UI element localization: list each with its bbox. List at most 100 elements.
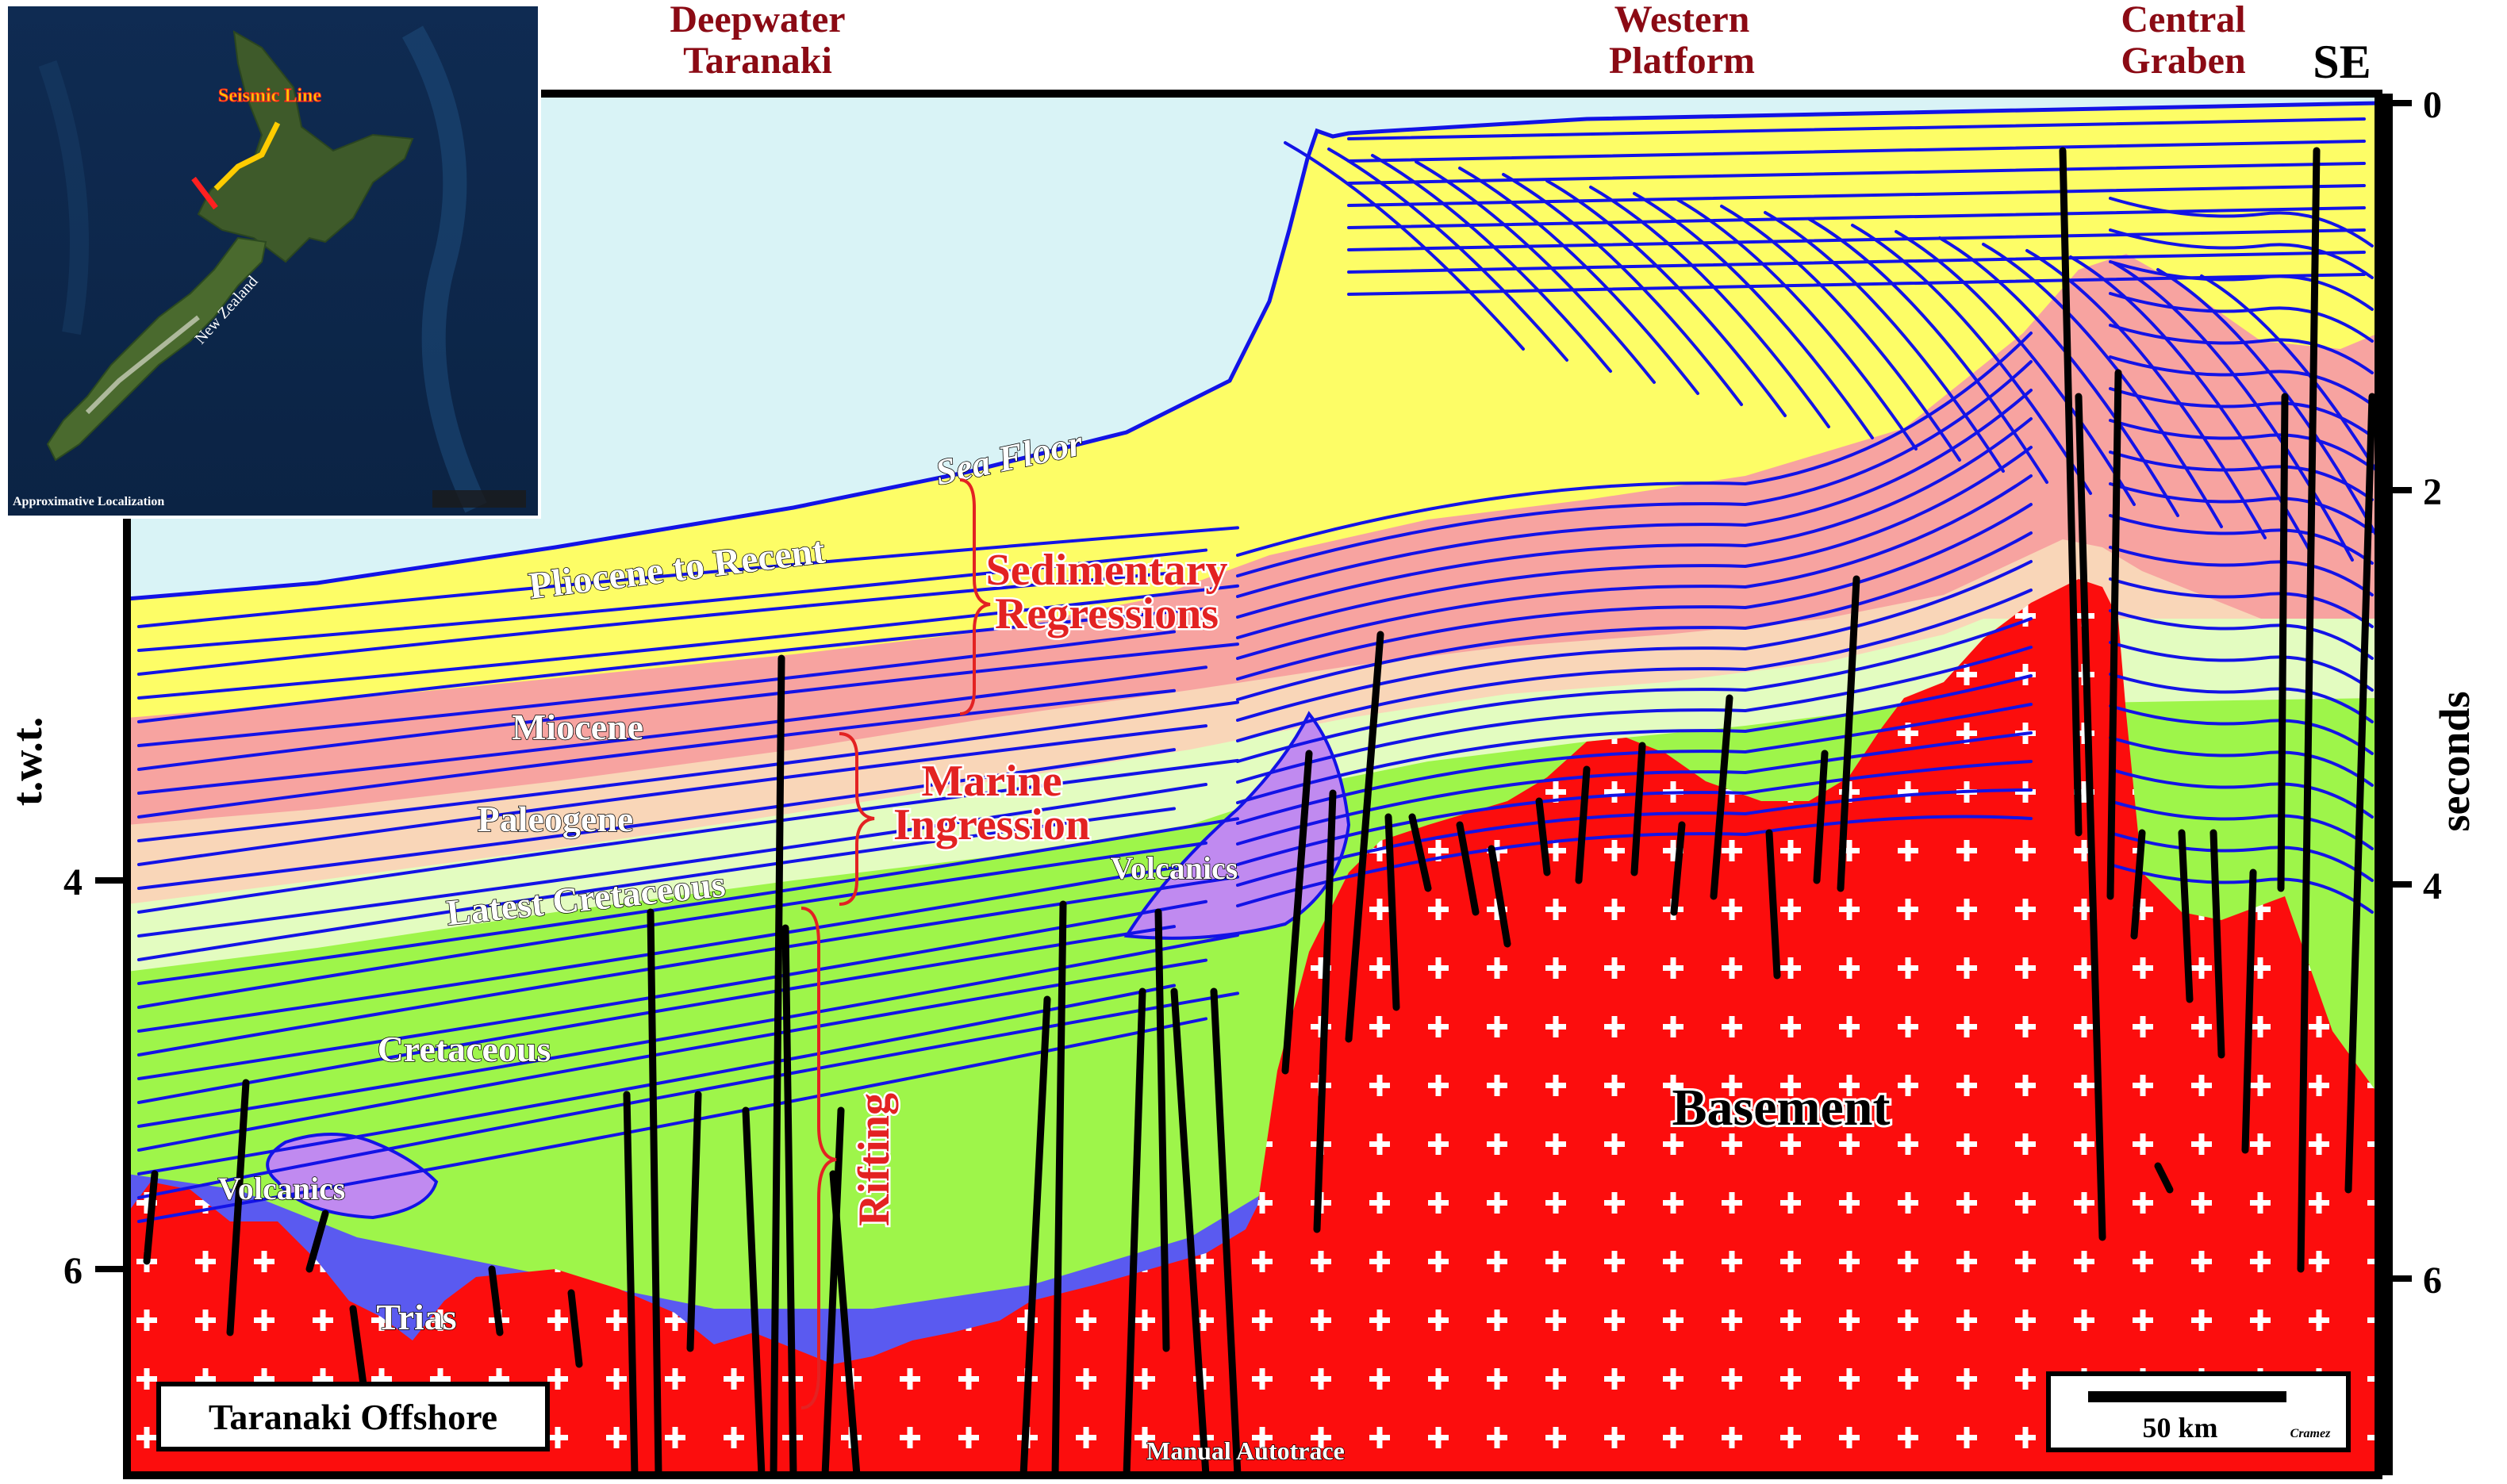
horizon: [1236, 389, 2033, 598]
fault: [305, 1210, 329, 1273]
volcanics-left: [266, 1133, 439, 1220]
horizon: [137, 548, 1207, 652]
horizon: [137, 875, 1239, 1056]
fault: [781, 924, 797, 1475]
fault: [2297, 147, 2321, 1273]
fault: [2154, 1162, 2174, 1194]
horizon: [1327, 148, 1568, 362]
horizon: [1895, 230, 2136, 506]
fault: [1019, 995, 1051, 1475]
fault: [2130, 829, 2146, 940]
horizon: [137, 688, 1176, 819]
horizon: [2109, 324, 2374, 374]
horizon: [1720, 205, 1961, 462]
horizon: [2109, 704, 2374, 755]
inset-seismic-label: Seismic Line: [218, 86, 321, 106]
horizon: [1236, 646, 2033, 784]
horizon: [1236, 417, 2033, 619]
fault: [2059, 147, 2083, 837]
horizon: [1347, 162, 2366, 185]
title-text: Taranaki Offshore: [209, 1397, 497, 1437]
fault: [2277, 393, 2289, 892]
horizon: [137, 607, 1207, 723]
horizon: [1347, 117, 2366, 140]
fault: [1281, 750, 1313, 1075]
horizon: [1458, 167, 1699, 395]
label-volcanics-center: Volcanics: [1111, 850, 1238, 886]
horizon: [137, 758, 1239, 914]
left-tick-6: 6: [63, 1250, 83, 1292]
horizon: [137, 724, 1207, 866]
fault: [770, 654, 785, 1475]
horizon: [1764, 211, 2005, 473]
label-miocene: Miocene: [512, 707, 643, 747]
horizon: [137, 925, 1176, 1104]
horizon: [1236, 589, 2033, 742]
horizon: [2109, 260, 2374, 311]
fault: [1051, 900, 1067, 1475]
horizon: [1589, 186, 1830, 428]
fault: [821, 1106, 845, 1475]
fault: [1710, 694, 1733, 900]
header-deepwater-line2: Taranaki: [683, 40, 832, 82]
fault: [1210, 987, 1242, 1475]
fault: [1813, 750, 1829, 884]
horizon: [1236, 503, 2033, 681]
fault: [1488, 845, 1511, 948]
header-central-line1: Central: [2121, 0, 2245, 40]
horizon: [1347, 228, 2366, 251]
horizon: [1347, 184, 2366, 207]
horizon: [137, 526, 1239, 628]
fault: [1154, 908, 1170, 1352]
horizon: [2109, 831, 2374, 882]
horizon: [2109, 355, 2374, 406]
fault: [2178, 829, 2194, 1003]
fault: [742, 1106, 766, 1475]
fault: [567, 1289, 583, 1368]
fault: [623, 1091, 639, 1475]
horizon: [137, 571, 1176, 676]
horizon: [1347, 140, 2366, 163]
label-basement: Basement: [1672, 1079, 1891, 1137]
phase-marine: Marine: [921, 757, 1062, 806]
fault: [1535, 797, 1551, 876]
fault: [226, 1079, 250, 1336]
horizon: [2109, 387, 2374, 438]
horizon: [137, 841, 1207, 1009]
horizon: [1236, 560, 2033, 722]
horizon: [137, 665, 1207, 795]
direction-label: SE: [2313, 36, 2371, 88]
horizon: [1236, 674, 2033, 804]
horizon: [1347, 251, 2366, 274]
left-axis-title: t.w.t.: [3, 717, 51, 806]
header-western-line1: Western: [1614, 0, 1750, 40]
label-volcanics-left: Volcanics: [218, 1171, 346, 1206]
north-island: [197, 30, 414, 263]
fault: [1456, 821, 1480, 916]
fault: [1630, 742, 1646, 876]
horizon: [137, 899, 1207, 1080]
horizon: [137, 584, 1239, 700]
horizon: [2109, 451, 2374, 501]
footer-note: Manual Autotrace: [1146, 1436, 1345, 1465]
horizon: [2109, 546, 2374, 596]
fault: [2209, 829, 2225, 1059]
right-axis-title: seconds: [2431, 691, 2478, 831]
horizon: [137, 991, 1239, 1199]
horizon: [137, 958, 1207, 1152]
horizon: [1236, 474, 2033, 660]
fault: [1408, 813, 1432, 892]
fault: [1313, 789, 1337, 1233]
fault: [143, 1170, 159, 1265]
header-central-line2: Graben: [2121, 40, 2245, 82]
fault: [1123, 987, 1146, 1475]
horizon: [1236, 446, 2033, 639]
right-tick-4: 4: [2423, 865, 2442, 907]
fault: [1345, 631, 1384, 1043]
label-cretaceous: Cretaceous: [378, 1029, 551, 1069]
seismic-line-yellow: [213, 121, 281, 191]
seismic-line-red: [191, 176, 218, 210]
horizon: [137, 748, 1176, 890]
fault: [1170, 987, 1210, 1475]
